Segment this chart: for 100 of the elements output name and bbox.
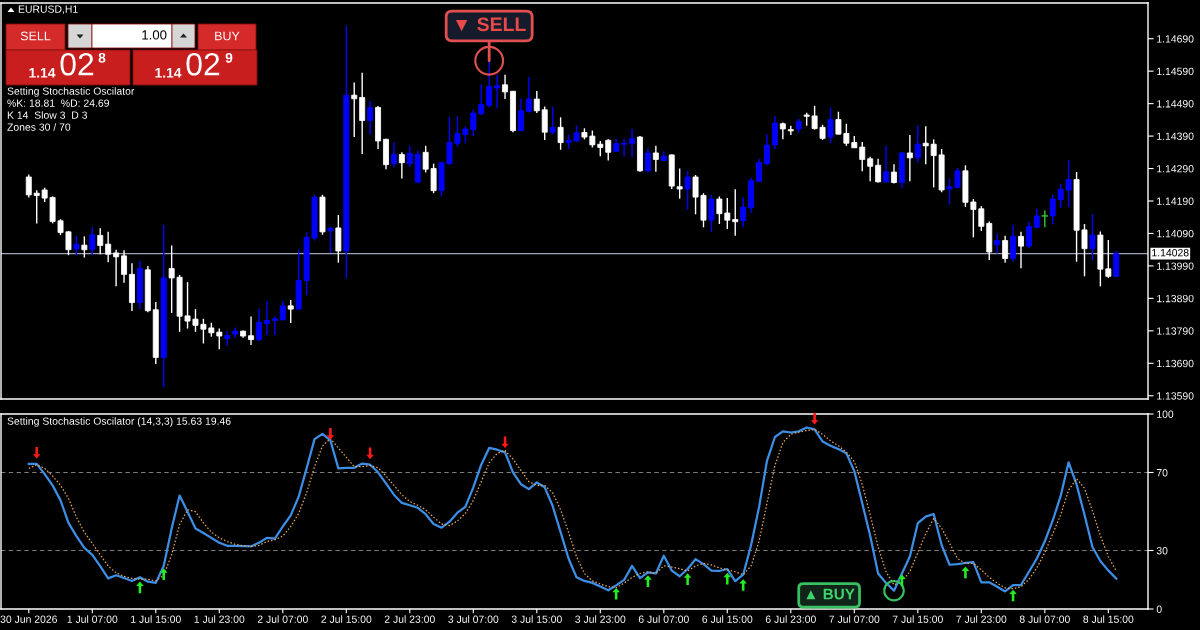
y-tick-label: 1.13790 [1157,327,1194,335]
candlestick [113,248,120,288]
annotation: ▼ SELL [455,17,526,32]
x-tick-label: 2 Jul 07:00 [257,615,308,623]
candlestick [248,315,254,346]
candlestick [1002,235,1009,264]
candlestick [732,188,739,237]
candlestick [105,231,112,264]
candlestick [517,98,524,132]
x-tick-label: 8 Jul 15:00 [1083,615,1134,623]
candlestick [89,226,96,256]
y-tick-label: 1.14590 [1157,67,1194,76]
y-tick-label: 1.14190 [1157,197,1194,205]
candlestick [740,196,747,228]
candlestick [121,249,127,284]
y-tick-label: 30 [1156,547,1168,555]
candlestick [256,307,262,342]
candlestick [73,235,80,256]
candlestick [327,225,334,254]
y-tick-label: 1.14690 [1157,35,1194,43]
annotation: K 14 Slow 3 D 3 [7,111,88,119]
candlestick [859,141,866,172]
candlestick [359,72,366,155]
candlestick [867,156,874,182]
candlestick [621,137,628,157]
candlestick [351,81,358,138]
annotation: Setting Stochastic Oscilator [7,87,135,97]
chart-title: EURUSD,H1 [18,5,78,15]
y-tick-label: 1.13890 [1157,294,1194,303]
x-tick-label: 3 Jul 23:00 [575,615,626,623]
candlestick [525,75,532,114]
candlestick [263,300,270,336]
annotation: 9 [225,52,233,63]
y-tick-label: 1.14290 [1157,165,1194,173]
candlestick [684,170,691,211]
x-tick-label: 3 Jul 07:00 [448,615,499,623]
candlestick [367,100,374,135]
candlestick [541,105,548,141]
x-tick-label: 6 Jul 07:00 [638,615,689,623]
annotation: ▲ BUY [806,588,855,600]
annotation: %K: 18.81 %D: 24.69 [7,99,109,107]
candlestick [1018,231,1024,269]
candlestick [406,145,413,168]
x-tick-label: 1 Jul 23:00 [194,615,245,623]
x-tick-label: 1 Jul 07:00 [67,615,118,623]
candlestick [1113,250,1120,278]
x-tick-label: 8 Jul 07:00 [1019,615,1070,623]
candlestick [1010,224,1017,263]
candlestick [708,194,715,233]
candlestick [25,173,32,199]
candlestick [1089,213,1096,261]
y-tick-label: 70 [1156,469,1168,477]
ref-line-label: 1.14028 [1152,249,1189,257]
x-tick-label: 3 Jul 15:00 [511,615,562,623]
candlestick [771,115,778,150]
x-tick-label: 2 Jul 23:00 [384,615,435,623]
annotation: SELL [20,31,51,41]
candlestick [557,116,564,151]
y-tick-label: 100 [1157,410,1174,418]
y-tick-label: 1.13690 [1157,359,1194,368]
y-tick-label: 1.13990 [1157,262,1194,270]
candlestick [764,133,770,166]
x-tick-label: 1 Jul 15:00 [131,615,181,623]
y-tick-label: 1.14390 [1157,132,1194,140]
candlestick [1033,208,1040,229]
candlestick [1025,221,1032,249]
candlestick [533,90,540,114]
candlestick [478,83,485,116]
y-tick-label: 0 [1156,605,1162,613]
annotation: 1.00 [142,30,167,40]
x-tick-label: 6 Jul 15:00 [702,615,753,623]
annotation: 02 [60,52,94,76]
x-tick-label: 7 Jul 15:00 [892,615,943,623]
annotation: BUY [215,31,240,41]
candlestick [644,147,651,174]
x-tick-label: 2 Jul 15:00 [321,615,372,623]
candlestick [652,145,659,173]
annotation: Zones 30 / 70 [7,123,71,131]
chart-title: Setting Stochastic Oscilator (14,3,3) 15.63 19.46 [7,417,231,427]
candlestick [906,134,913,182]
annotation: 1.14 [155,68,182,78]
candlestick [827,106,834,144]
x-tick-label: 7 Jul 23:00 [956,615,1007,623]
candlestick [994,232,1001,255]
y-tick-label: 1.13590 [1157,392,1194,400]
candlestick [390,141,397,168]
x-tick-label: 30 Jun 2026 [0,615,57,623]
candlestick [97,227,104,255]
candlestick [398,151,405,180]
candlestick [502,74,509,100]
x-tick-label: 7 Jul 07:00 [829,615,880,623]
annotation: 1.14 [29,68,56,78]
candlestick [1041,209,1049,228]
candlestick [335,214,342,264]
candlestick [287,299,294,324]
candlestick [81,235,88,259]
candlestick [883,145,890,184]
annotation: 02 [186,52,220,76]
candlestick [549,105,556,136]
point [326,428,335,440]
